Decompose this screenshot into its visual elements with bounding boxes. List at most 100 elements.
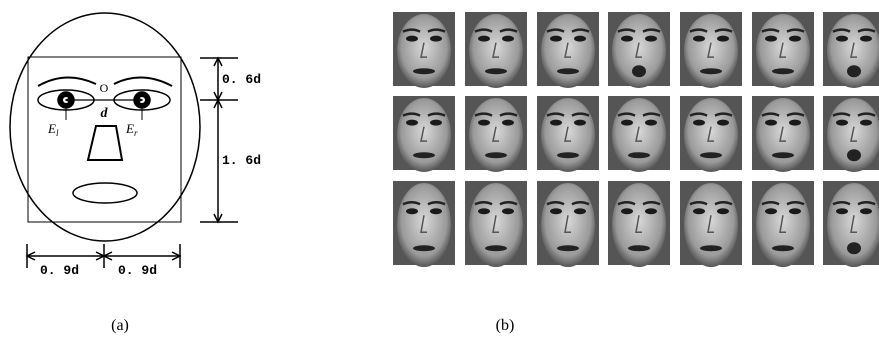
photo-face <box>756 183 810 267</box>
photo-eye <box>502 36 514 42</box>
photo-eye <box>836 36 848 42</box>
face-photo <box>465 181 527 267</box>
photo-eye <box>789 120 801 126</box>
photo-eye <box>406 36 418 42</box>
photo-mouth <box>632 65 646 77</box>
photo-eye <box>860 208 872 214</box>
mouth <box>73 183 137 203</box>
photo-mouth <box>485 152 507 158</box>
photo-mouth <box>485 245 507 251</box>
photo-mouth <box>413 152 435 158</box>
label-base: E <box>47 121 56 136</box>
photo-eye <box>478 120 490 126</box>
photo-eye <box>478 36 490 42</box>
figure: O d El Er 0. 6d 1. 6d 0. 9d 0. 9d (a) (b… <box>0 0 879 348</box>
face-photo <box>680 96 742 172</box>
photo-eye <box>550 120 562 126</box>
photo-eye <box>836 120 848 126</box>
photo-eye <box>717 120 729 126</box>
photo-face <box>469 14 523 88</box>
photo-face <box>541 14 595 88</box>
photo-mouth <box>772 245 794 251</box>
face-photo <box>608 12 670 88</box>
photo-eye <box>621 120 633 126</box>
photo-mouth <box>557 68 579 74</box>
photo-eye <box>645 36 657 42</box>
face-photo <box>537 12 599 88</box>
photo-face <box>684 183 738 267</box>
photo-mouth <box>628 152 650 158</box>
photo-eye <box>430 208 442 214</box>
left-width-label: 0. 9d <box>40 263 79 278</box>
photo-eye <box>430 120 442 126</box>
photo-mouth <box>628 245 650 251</box>
photo-eye <box>836 208 848 214</box>
photo-eye <box>765 120 777 126</box>
photo-mouth <box>557 245 579 251</box>
photo-mouth <box>847 65 861 77</box>
photo-face <box>684 14 738 88</box>
photo-eye <box>550 36 562 42</box>
left-eyebrow <box>38 77 96 86</box>
photo-eye <box>717 208 729 214</box>
photo-eye <box>406 208 418 214</box>
photo-mouth <box>485 68 507 74</box>
right-eye-label: Er <box>125 121 138 138</box>
face-photo <box>823 12 879 88</box>
photo-eye <box>574 208 586 214</box>
label-sub: r <box>134 128 138 138</box>
face-photo <box>823 96 879 172</box>
photo-eye <box>717 36 729 42</box>
nose <box>88 126 122 160</box>
photo-eye <box>621 36 633 42</box>
photo-eye <box>693 120 705 126</box>
photo-mouth <box>700 245 722 251</box>
face-photo <box>537 181 599 267</box>
photo-eye <box>693 208 705 214</box>
photo-eye <box>406 120 418 126</box>
face-photo <box>608 181 670 267</box>
face-photo <box>393 181 455 267</box>
photo-face <box>397 98 451 172</box>
photo-eye <box>621 208 633 214</box>
photo-mouth <box>700 152 722 158</box>
photo-mouth <box>772 68 794 74</box>
face-photo <box>465 12 527 88</box>
photo-mouth <box>847 149 861 161</box>
photo-mouth <box>772 152 794 158</box>
label-sub: l <box>56 128 59 138</box>
photo-face <box>756 14 810 88</box>
photo-eye <box>645 120 657 126</box>
photo-eye <box>765 208 777 214</box>
photo-eye <box>765 36 777 42</box>
photo-eye <box>478 208 490 214</box>
face-photo <box>680 181 742 267</box>
photo-face <box>541 183 595 267</box>
photo-mouth <box>847 242 861 254</box>
face-photo <box>393 96 455 172</box>
photo-eye <box>502 208 514 214</box>
lower-height-label: 1. 6d <box>222 153 261 168</box>
face-photo <box>752 12 814 88</box>
photo-mouth <box>700 68 722 74</box>
photo-eye <box>860 120 872 126</box>
left-eye-label: El <box>47 121 59 138</box>
photo-eye <box>502 120 514 126</box>
photo-eye <box>574 120 586 126</box>
face-photo <box>393 12 455 88</box>
photo-face <box>397 14 451 88</box>
photo-eye <box>430 36 442 42</box>
photo-face <box>397 183 451 267</box>
caption-b: (b) <box>496 317 515 334</box>
face-photo <box>680 12 742 88</box>
face-photo <box>823 181 879 267</box>
upper-height-label: 0. 6d <box>222 72 261 87</box>
photo-eye <box>789 208 801 214</box>
photo-eye <box>550 208 562 214</box>
photo-face <box>684 98 738 172</box>
right-width-label: 0. 9d <box>118 263 157 278</box>
face-diagram <box>10 13 238 268</box>
photo-eye <box>645 208 657 214</box>
center-label: O <box>100 81 109 95</box>
distance-label: d <box>101 106 109 121</box>
